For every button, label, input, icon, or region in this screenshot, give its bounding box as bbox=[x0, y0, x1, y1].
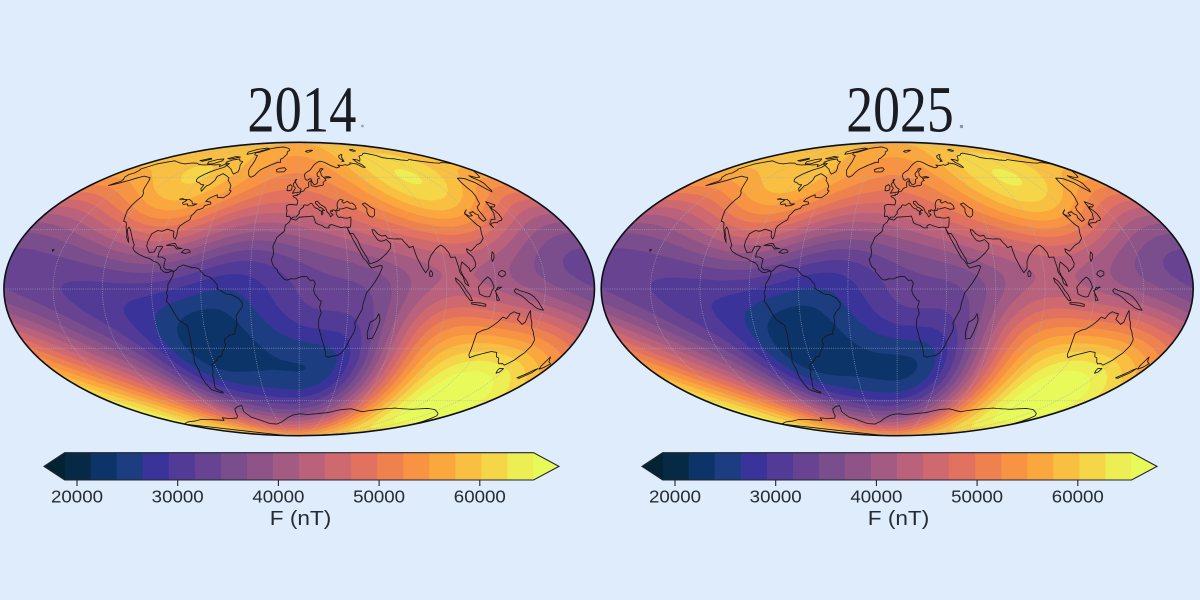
svg-text:F (nT): F (nT) bbox=[270, 507, 332, 530]
svg-text:50000: 50000 bbox=[951, 487, 1003, 507]
svg-text:60000: 60000 bbox=[454, 487, 506, 507]
svg-text:20000: 20000 bbox=[649, 487, 701, 507]
svg-text:40000: 40000 bbox=[252, 487, 304, 507]
svg-text:30000: 30000 bbox=[750, 487, 802, 507]
svg-text:30000: 30000 bbox=[152, 487, 204, 507]
svg-text:2014: 2014 bbox=[247, 75, 356, 147]
svg-text:50000: 50000 bbox=[353, 487, 405, 507]
svg-text:20000: 20000 bbox=[51, 487, 103, 507]
svg-text:40000: 40000 bbox=[850, 487, 902, 507]
svg-text:60000: 60000 bbox=[1052, 487, 1104, 507]
svg-text:F (nT): F (nT) bbox=[868, 507, 930, 530]
svg-text:2025: 2025 bbox=[846, 75, 954, 147]
